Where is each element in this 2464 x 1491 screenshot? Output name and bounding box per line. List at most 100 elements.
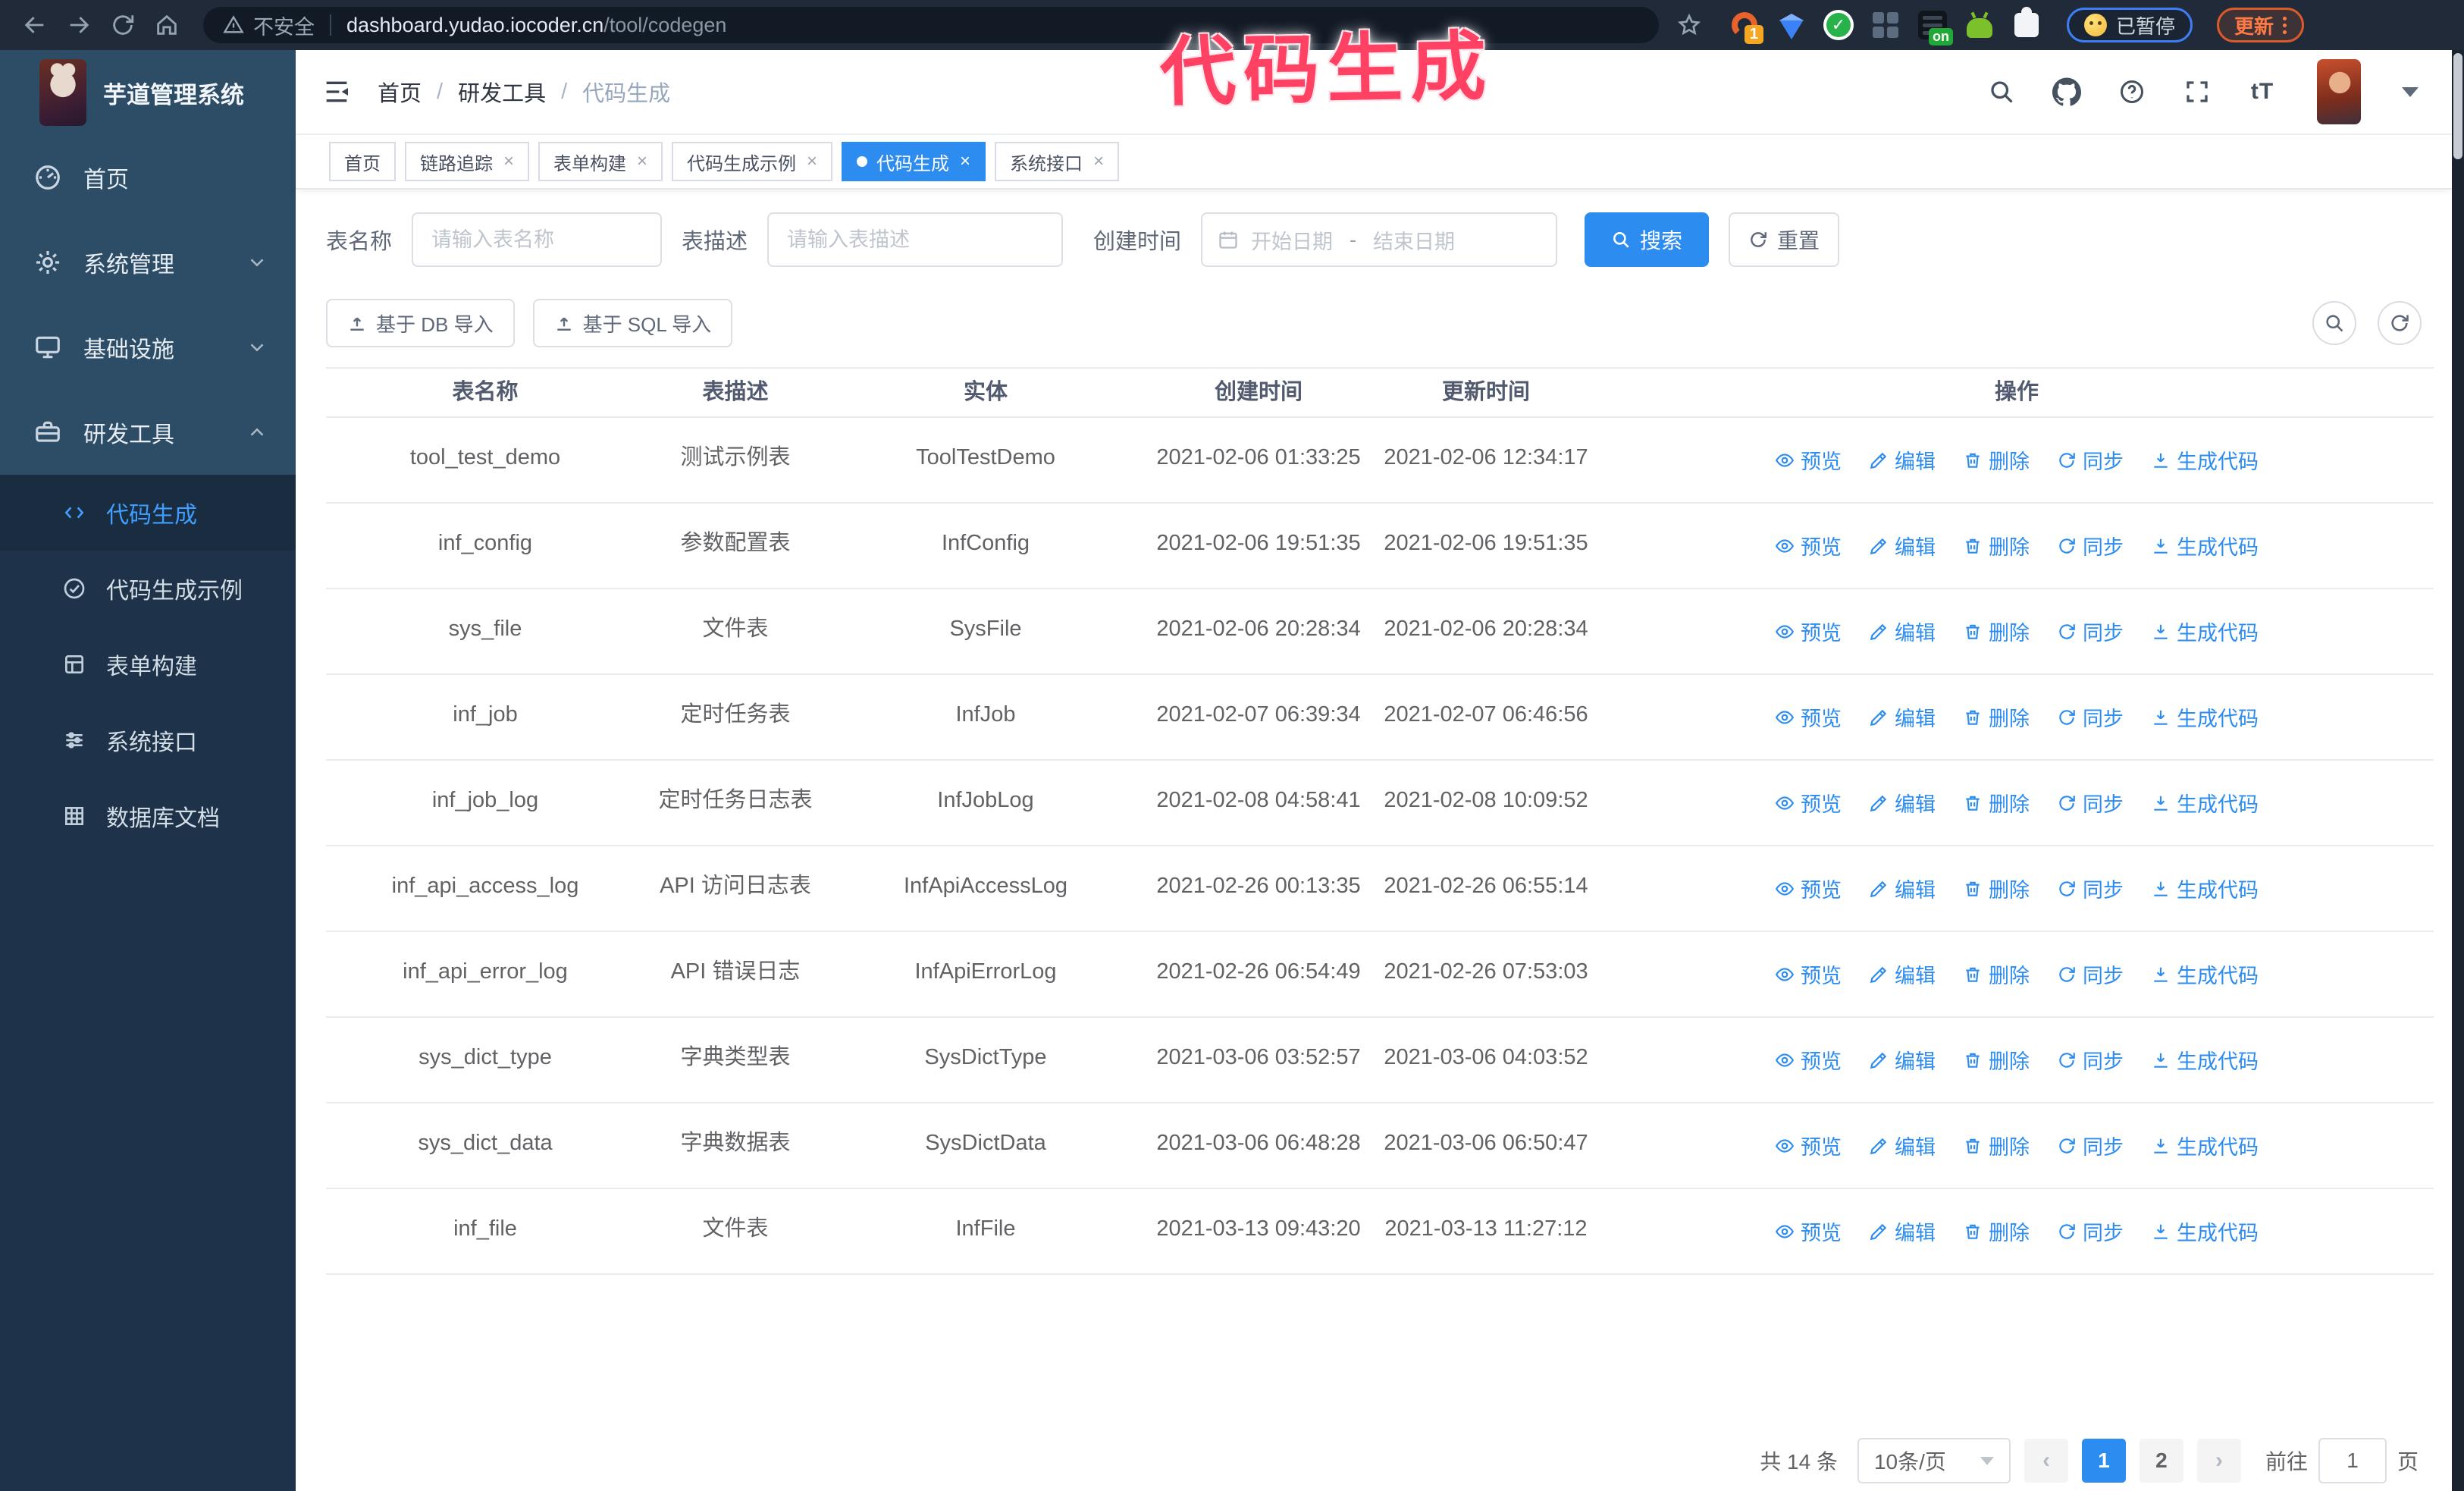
breadcrumb-home[interactable]: 首页	[378, 82, 422, 106]
extension-icon[interactable]	[1776, 9, 1807, 41]
font-size-icon[interactable]: tT	[2250, 79, 2274, 104]
extension-icon[interactable]	[1964, 9, 1995, 41]
action-edit-link[interactable]: 编辑	[1869, 617, 1936, 646]
reload-icon[interactable]	[106, 8, 140, 42]
action-download-link[interactable]: 生成代码	[2151, 617, 2259, 646]
action-edit-link[interactable]: 编辑	[1869, 874, 1936, 903]
action-download-link[interactable]: 生成代码	[2151, 959, 2259, 989]
security-warning[interactable]: 不安全	[223, 11, 315, 40]
sidebar-subitem-表单构建[interactable]: 表单构建	[0, 626, 296, 702]
action-delete-link[interactable]: 删除	[1963, 445, 2030, 475]
action-delete-link[interactable]: 删除	[1963, 1216, 2030, 1246]
action-download-link[interactable]: 生成代码	[2151, 1045, 2259, 1075]
action-edit-link[interactable]: 编辑	[1869, 1045, 1936, 1075]
action-sync-link[interactable]: 同步	[2057, 617, 2124, 646]
tag-item[interactable]: 代码生成 ×	[842, 142, 986, 181]
forward-icon[interactable]	[62, 8, 96, 42]
action-sync-link[interactable]: 同步	[2057, 959, 2124, 989]
close-icon[interactable]: ×	[503, 151, 515, 171]
extension-icon[interactable]	[2011, 7, 2042, 41]
action-sync-link[interactable]: 同步	[2057, 1131, 2124, 1160]
sidebar-subitem-代码生成示例[interactable]: 代码生成示例	[0, 551, 296, 626]
refresh-table-button[interactable]	[2378, 301, 2422, 345]
close-icon[interactable]: ×	[1093, 151, 1105, 171]
action-sync-link[interactable]: 同步	[2057, 531, 2124, 560]
action-sync-link[interactable]: 同步	[2057, 1045, 2124, 1075]
action-delete-link[interactable]: 删除	[1963, 959, 2030, 989]
action-download-link[interactable]: 生成代码	[2151, 1216, 2259, 1246]
sidebar-subitem-系统接口[interactable]: 系统接口	[0, 702, 296, 778]
action-edit-link[interactable]: 编辑	[1869, 1216, 1936, 1246]
action-eye-link[interactable]: 预览	[1775, 1131, 1842, 1160]
sidebar-item-首页[interactable]: 首页	[0, 135, 296, 220]
action-delete-link[interactable]: 删除	[1963, 1131, 2030, 1160]
action-eye-link[interactable]: 预览	[1775, 1045, 1842, 1075]
help-icon[interactable]	[2117, 77, 2147, 107]
action-eye-link[interactable]: 预览	[1775, 1216, 1842, 1246]
action-sync-link[interactable]: 同步	[2057, 702, 2124, 732]
action-eye-link[interactable]: 预览	[1775, 445, 1842, 475]
extension-icon[interactable]: 1	[1729, 9, 1763, 44]
action-eye-link[interactable]: 预览	[1775, 702, 1842, 732]
kebab-menu-icon[interactable]	[2283, 16, 2287, 34]
action-delete-link[interactable]: 删除	[1963, 702, 2030, 732]
action-edit-link[interactable]: 编辑	[1869, 959, 1936, 989]
action-download-link[interactable]: 生成代码	[2151, 702, 2259, 732]
table-name-input[interactable]	[412, 212, 663, 267]
update-button[interactable]: 更新	[2217, 8, 2305, 42]
tag-item[interactable]: 系统接口 ×	[995, 142, 1120, 181]
breadcrumb-tools[interactable]: 研发工具	[458, 82, 547, 106]
action-download-link[interactable]: 生成代码	[2151, 1131, 2259, 1160]
table-desc-input[interactable]	[767, 212, 1064, 267]
action-delete-link[interactable]: 删除	[1963, 617, 2030, 646]
page-button-1[interactable]: 1	[2081, 1439, 2126, 1483]
paused-badge[interactable]: 已暂停	[2067, 8, 2193, 42]
sidebar-item-研发工具[interactable]: 研发工具	[0, 390, 296, 475]
scrollbar-thumb[interactable]	[2453, 53, 2462, 159]
import-sql-button[interactable]: 基于 SQL 导入	[532, 299, 733, 347]
sidebar-item-系统管理[interactable]: 系统管理	[0, 220, 296, 305]
action-delete-link[interactable]: 删除	[1963, 788, 2030, 818]
action-delete-link[interactable]: 删除	[1963, 1045, 2030, 1075]
address-bar[interactable]: 不安全 dashboard.yudao.iocoder.cn/tool/code…	[203, 7, 1659, 43]
prev-page-button[interactable]: ‹	[2024, 1439, 2068, 1483]
sidebar-item-基础设施[interactable]: 基础设施	[0, 305, 296, 390]
action-sync-link[interactable]: 同步	[2057, 1216, 2124, 1246]
search-icon[interactable]	[1986, 77, 2017, 107]
date-end-placeholder[interactable]: 结束日期	[1373, 230, 1456, 253]
action-delete-link[interactable]: 删除	[1963, 531, 2030, 560]
sidebar-subitem-代码生成[interactable]: 代码生成	[0, 475, 296, 551]
page-button-2[interactable]: 2	[2139, 1439, 2183, 1483]
close-icon[interactable]: ×	[960, 151, 971, 171]
home-icon[interactable]	[150, 8, 183, 42]
user-avatar[interactable]	[2317, 59, 2361, 124]
app-logo[interactable]: 芋道管理系统	[0, 50, 296, 135]
action-eye-link[interactable]: 预览	[1775, 874, 1842, 903]
action-download-link[interactable]: 生成代码	[2151, 874, 2259, 903]
extension-icon[interactable]: ✓	[1823, 9, 1854, 41]
action-edit-link[interactable]: 编辑	[1869, 445, 1936, 475]
action-download-link[interactable]: 生成代码	[2151, 445, 2259, 475]
close-icon[interactable]: ×	[637, 151, 648, 171]
action-edit-link[interactable]: 编辑	[1869, 1131, 1936, 1160]
extension-icon[interactable]: on	[1917, 9, 1953, 46]
action-sync-link[interactable]: 同步	[2057, 788, 2124, 818]
reset-button[interactable]: 重置	[1729, 212, 1840, 267]
action-sync-link[interactable]: 同步	[2057, 874, 2124, 903]
action-edit-link[interactable]: 编辑	[1869, 702, 1936, 732]
search-button[interactable]: 搜索	[1585, 212, 1710, 267]
action-eye-link[interactable]: 预览	[1775, 531, 1842, 560]
action-download-link[interactable]: 生成代码	[2151, 531, 2259, 560]
action-sync-link[interactable]: 同步	[2057, 445, 2124, 475]
action-download-link[interactable]: 生成代码	[2151, 788, 2259, 818]
tag-item[interactable]: 首页	[329, 142, 396, 181]
sidebar-subitem-数据库文档[interactable]: 数据库文档	[0, 778, 296, 854]
action-eye-link[interactable]: 预览	[1775, 959, 1842, 989]
goto-page-input[interactable]	[2318, 1438, 2387, 1483]
import-db-button[interactable]: 基于 DB 导入	[326, 299, 515, 347]
next-page-button[interactable]: ›	[2196, 1439, 2241, 1483]
tag-item[interactable]: 链路追踪 ×	[405, 142, 530, 181]
action-delete-link[interactable]: 删除	[1963, 874, 2030, 903]
action-eye-link[interactable]: 预览	[1775, 788, 1842, 818]
extension-icon[interactable]	[1870, 9, 1901, 41]
